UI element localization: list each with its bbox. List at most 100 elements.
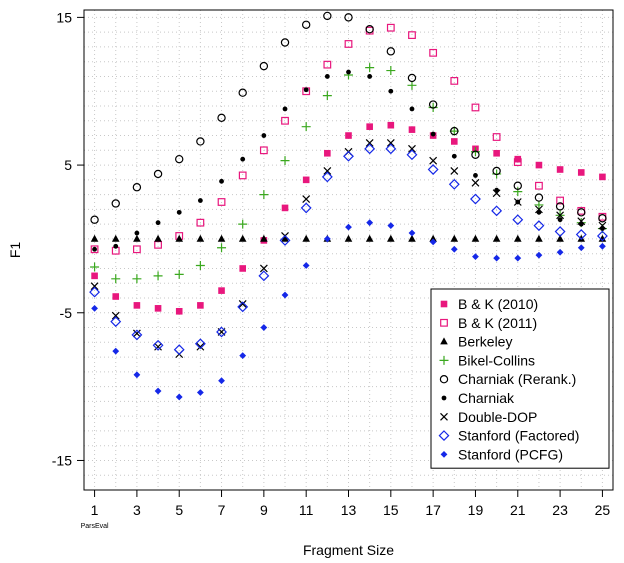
data-point [301,20,311,29]
data-point [196,218,205,227]
data-point [237,301,249,313]
data-point [535,161,543,169]
data-point [471,103,480,112]
legend-label: B & K (2010) [458,296,538,312]
data-point [323,11,332,21]
data-point [240,156,246,162]
data-point [175,393,183,401]
legend-label: B & K (2011) [458,315,537,331]
data-point [194,338,206,350]
data-point [196,234,205,242]
x-axis-title: Fragment Size [303,542,394,558]
data-point [322,91,332,101]
data-point [217,198,226,206]
data-point [197,302,204,309]
data-point [367,74,373,79]
data-point [387,121,395,129]
data-point [409,106,415,112]
data-point [598,221,607,230]
data-point [470,193,481,205]
legend-marker [439,375,449,384]
x-tick-label: 7 [218,502,226,518]
data-point [556,211,565,220]
data-point [386,138,395,147]
data-point [473,173,478,178]
data-point [514,254,522,262]
legend-marker [439,355,449,365]
data-point [471,150,480,159]
data-point [261,133,267,138]
data-point [387,234,395,242]
data-point [132,183,142,192]
data-point [112,347,120,355]
data-point [535,251,543,259]
data-point [366,123,373,130]
data-point [133,245,141,254]
data-point [132,274,142,284]
data-point [492,189,501,198]
data-point [513,187,523,197]
data-point [535,234,543,242]
x-tick-label: 3 [133,502,141,518]
data-point [364,143,376,155]
data-point [195,261,205,271]
data-point [110,316,122,328]
data-point [302,176,310,184]
data-point [598,234,607,242]
data-point [556,166,564,173]
data-point [577,234,586,242]
data-point [259,264,268,273]
data-point [428,100,438,109]
legend-marker [440,412,448,421]
x-tick-label: 9 [260,502,268,518]
data-point [323,167,332,175]
data-point [196,342,205,351]
data-point [196,389,204,396]
x-tick-label: 11 [299,502,314,518]
data-point [303,87,309,93]
data-point [132,329,141,338]
data-point [491,205,503,217]
data-point [429,48,438,57]
data-point [577,217,586,226]
x-axis-sublabel: ParsEval [81,523,109,530]
data-point [385,143,397,155]
data-point [260,234,268,242]
x-tick-label: 19 [468,502,484,518]
data-point [91,304,98,312]
data-point [365,234,374,242]
data-point [111,234,120,242]
data-point [301,122,311,132]
data-point [90,245,99,254]
data-point [175,154,184,164]
data-point [217,113,226,123]
data-point [219,178,224,184]
data-point [428,102,438,112]
data-point [238,88,247,97]
data-point [345,132,352,139]
data-point [598,214,607,223]
series-6 [90,138,607,359]
data-point [345,223,352,231]
data-point [365,138,374,147]
data-point [513,234,522,242]
data-point [259,190,269,200]
data-point [344,40,353,48]
data-point [451,138,458,145]
data-point [344,234,353,242]
data-point [365,63,375,73]
data-point [429,234,437,242]
data-point [534,193,544,202]
data-point [492,166,501,176]
legend-label: Stanford (PCFG) [458,446,563,462]
x-tick-label: 23 [552,502,568,518]
data-point [556,248,564,256]
data-point [451,153,457,159]
data-point [216,326,227,338]
legend: B & K (2010) B & K (2011) Berkeley Bikel-Co… [430,288,610,469]
y-tick-label: 5 [64,157,72,173]
data-point [134,230,140,236]
data-point [281,234,289,242]
data-point [408,126,416,133]
